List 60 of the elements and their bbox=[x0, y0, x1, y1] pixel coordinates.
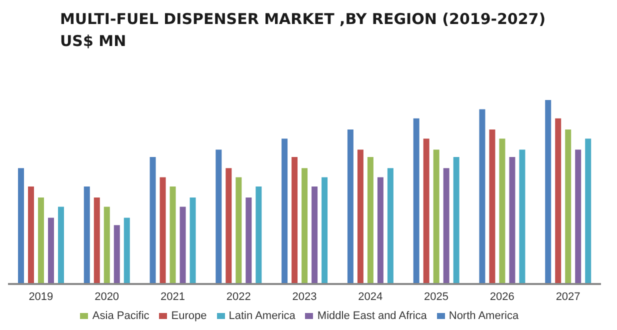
x-tick-label: 2024 bbox=[358, 290, 383, 303]
x-tick-label: 2025 bbox=[424, 290, 449, 303]
legend-label: Asia Pacific bbox=[92, 310, 150, 322]
bar bbox=[387, 168, 394, 284]
bar bbox=[499, 138, 506, 284]
bar bbox=[216, 150, 222, 284]
bar bbox=[58, 206, 64, 284]
bar bbox=[347, 129, 354, 284]
x-tick-label: 2020 bbox=[94, 290, 120, 303]
bar bbox=[246, 198, 252, 284]
bar bbox=[585, 138, 592, 284]
legend-label: Middle East and Africa bbox=[317, 310, 427, 322]
x-tick-label: 2026 bbox=[490, 290, 514, 303]
chart-title: MULTI-FUEL DISPENSER MARKET ,BY REGION (2019-2027) US$ MN bbox=[60, 9, 546, 52]
bar bbox=[302, 168, 308, 284]
bar bbox=[509, 157, 516, 284]
bar bbox=[170, 186, 176, 284]
bar bbox=[160, 177, 166, 284]
bar bbox=[322, 177, 328, 284]
bar bbox=[555, 118, 562, 284]
bar bbox=[367, 157, 374, 284]
bar bbox=[236, 177, 242, 284]
bar bbox=[18, 168, 24, 284]
bar bbox=[180, 206, 186, 284]
legend-label: Latin America bbox=[228, 310, 296, 322]
bar bbox=[38, 198, 44, 284]
bar bbox=[150, 157, 156, 284]
bar bbox=[292, 157, 298, 284]
bar bbox=[519, 150, 526, 284]
x-tick-label: 2027 bbox=[556, 290, 580, 303]
bar bbox=[104, 206, 110, 284]
bar bbox=[256, 186, 262, 284]
bar bbox=[282, 138, 288, 284]
bar bbox=[226, 168, 232, 284]
bar bbox=[545, 100, 552, 284]
bar bbox=[377, 177, 384, 284]
x-tick-label: 2019 bbox=[28, 290, 54, 303]
legend-label: North America bbox=[448, 310, 519, 322]
bar bbox=[453, 157, 460, 284]
bar bbox=[114, 225, 120, 284]
bar bbox=[312, 186, 318, 284]
bar bbox=[357, 150, 364, 284]
x-tick-label: 2023 bbox=[292, 290, 317, 303]
bar bbox=[575, 150, 582, 284]
bar bbox=[413, 118, 420, 284]
x-tick-label: 2021 bbox=[160, 290, 185, 303]
bar bbox=[489, 129, 496, 284]
bar bbox=[48, 218, 54, 284]
bar bbox=[28, 186, 34, 284]
bar bbox=[443, 168, 450, 284]
bar bbox=[94, 198, 100, 284]
bar bbox=[565, 129, 572, 284]
bar bbox=[423, 138, 430, 284]
bar bbox=[84, 186, 90, 284]
x-tick-label: 2022 bbox=[226, 290, 251, 303]
bar bbox=[124, 218, 130, 284]
bar bbox=[433, 150, 440, 284]
bar bbox=[479, 109, 486, 284]
legend-label: Europe bbox=[171, 310, 207, 322]
bar bbox=[190, 198, 196, 284]
